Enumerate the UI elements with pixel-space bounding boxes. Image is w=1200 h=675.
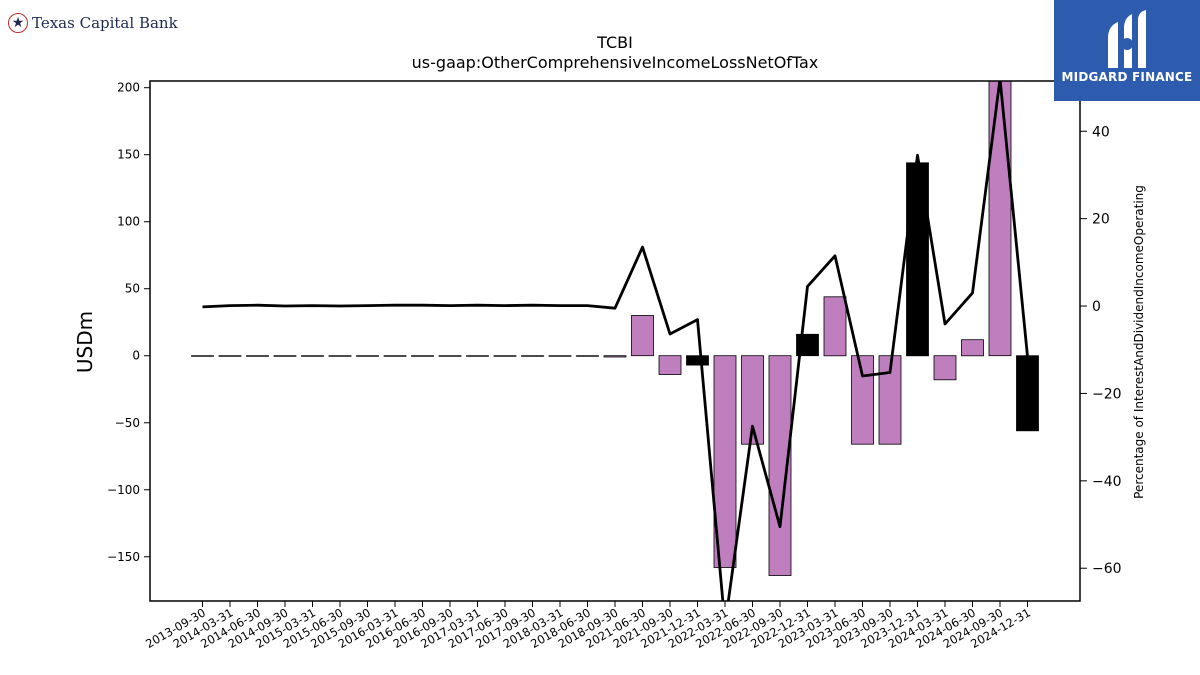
bar	[493, 355, 517, 357]
bar	[438, 355, 462, 357]
bar	[218, 355, 242, 357]
bar	[411, 355, 434, 357]
bar	[988, 81, 1012, 357]
midgard-finance-name: MIDGARD FINANCE	[1061, 70, 1193, 84]
bar	[383, 355, 407, 357]
y2-tick-label: −20	[1092, 386, 1122, 402]
bar-series	[191, 81, 1039, 576]
texas-capital-bank-logo: ★ Texas Capital Bank	[8, 13, 178, 33]
chart-subtitle: us-gaap:OtherComprehensiveIncomeLossNetO…	[412, 53, 819, 72]
y-axis-right: −60 −40 −20 0 20 40	[1080, 124, 1122, 577]
plot-area	[191, 81, 1039, 601]
bar	[246, 355, 269, 357]
line-path	[202, 81, 1029, 601]
y2-tick-label: 20	[1092, 212, 1110, 228]
texas-capital-bank-name: Texas Capital Bank	[32, 14, 178, 32]
bar	[961, 339, 984, 357]
midgard-logo-icon	[1108, 10, 1146, 68]
midgard-finance-logo: MIDGARD FINANCE	[1054, 0, 1200, 101]
y-tick-label: −100	[107, 483, 140, 497]
y-tick-label: −150	[107, 550, 140, 564]
y-tick-label: 50	[125, 282, 140, 296]
line-series	[202, 81, 1029, 601]
y-tick-label: 0	[132, 349, 140, 363]
bar	[878, 355, 902, 445]
bar	[713, 355, 737, 568]
y-tick-label: 100	[117, 215, 140, 229]
y-tick-label: 150	[117, 148, 140, 162]
y2-tick-label: 40	[1092, 124, 1110, 140]
bar	[741, 355, 764, 445]
bar	[301, 355, 324, 357]
bar	[603, 355, 627, 358]
bar	[1016, 355, 1039, 432]
bar	[768, 355, 792, 576]
bar	[631, 315, 654, 357]
chart-title: TCBI	[596, 33, 633, 52]
y-tick-label: −50	[115, 416, 140, 430]
bar	[851, 355, 874, 445]
bar	[823, 296, 847, 357]
bar	[356, 355, 379, 357]
bar	[328, 355, 352, 357]
star-icon: ★	[8, 13, 28, 33]
bar	[548, 355, 572, 357]
bar	[273, 355, 297, 357]
plot-frame	[149, 80, 1081, 602]
y-axis-label: USDm	[73, 311, 97, 373]
bar	[906, 162, 929, 357]
bar	[933, 355, 957, 381]
x-axis: 2013-09-302014-03-312014-06-302014-09-30…	[143, 601, 1033, 651]
bar	[466, 355, 489, 357]
y2-tick-label: −40	[1092, 474, 1122, 490]
y-tick-label: 200	[117, 81, 140, 95]
bar	[576, 355, 599, 357]
bar	[658, 355, 682, 375]
y2-tick-label: 0	[1092, 299, 1101, 315]
bar	[521, 355, 544, 357]
bar	[686, 355, 709, 366]
bar	[191, 355, 214, 357]
y-axis-left: −150 −100 −50 0 50 100 150 200	[107, 81, 150, 564]
y2-axis-label: Percentage of InterestAndDividendIncomeO…	[1132, 185, 1146, 499]
y2-tick-label: −60	[1092, 561, 1122, 577]
